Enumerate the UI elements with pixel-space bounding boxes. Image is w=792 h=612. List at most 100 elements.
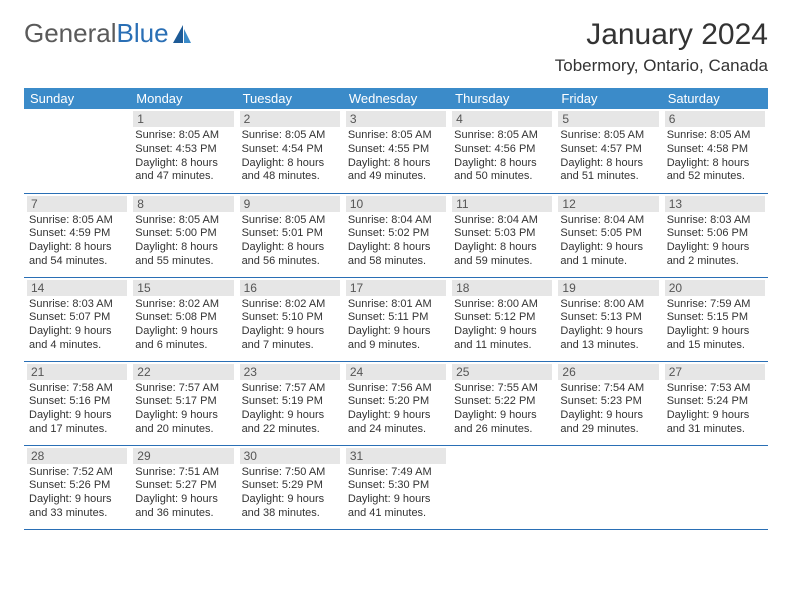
day-number: 6 <box>665 111 765 127</box>
calendar-day <box>449 445 555 529</box>
sunrise: Sunrise: 7:50 AM <box>242 466 338 480</box>
day-number: 14 <box>27 280 127 296</box>
sunset: Sunset: 4:57 PM <box>560 143 656 157</box>
calendar-day: 19Sunrise: 8:00 AMSunset: 5:13 PMDayligh… <box>555 277 661 361</box>
day-number: 3 <box>346 111 446 127</box>
sunrise: Sunrise: 8:04 AM <box>454 214 550 228</box>
daylight: Daylight: 9 hours and 2 minutes. <box>667 241 763 269</box>
daylight: Daylight: 9 hours and 29 minutes. <box>560 409 656 437</box>
calendar-day: 24Sunrise: 7:56 AMSunset: 5:20 PMDayligh… <box>343 361 449 445</box>
day-details: Sunrise: 8:05 AMSunset: 5:00 PMDaylight:… <box>133 214 233 269</box>
day-details: Sunrise: 7:51 AMSunset: 5:27 PMDaylight:… <box>133 466 233 521</box>
day-details: Sunrise: 8:05 AMSunset: 4:54 PMDaylight:… <box>240 129 340 184</box>
sunrise: Sunrise: 8:05 AM <box>454 129 550 143</box>
calendar-day: 29 Sunrise: 7:51 AMSunset: 5:27 PMDayligh… <box>130 445 236 529</box>
day-details: Sunrise: 7:57 AMSunset: 5:17 PMDaylight:… <box>133 382 233 437</box>
sunrise: Sunrise: 7:52 AM <box>29 466 125 480</box>
daylight: Daylight: 9 hours and 9 minutes. <box>348 325 444 353</box>
daylight: Daylight: 8 hours and 55 minutes. <box>135 241 231 269</box>
calendar-day: 18 Sunrise: 8:00 AMSunset: 5:12 PMDayligh… <box>449 277 555 361</box>
sunrise: Sunrise: 7:56 AM <box>348 382 444 396</box>
day-number: 29 <box>133 448 233 464</box>
dayname-sat: Saturday <box>662 88 768 109</box>
daylight: Daylight: 8 hours and 58 minutes. <box>348 241 444 269</box>
day-details: Sunrise: 8:05 AMSunset: 4:56 PMDaylight:… <box>452 129 552 184</box>
sunset: Sunset: 5:22 PM <box>454 395 550 409</box>
dayname-wed: Wednesday <box>343 88 449 109</box>
calendar-day <box>555 445 661 529</box>
day-details: Sunrise: 8:05 AMSunset: 5:01 PMDaylight:… <box>240 214 340 269</box>
calendar-day: 20Sunrise: 7:59 AMSunset: 5:15 PMDayligh… <box>662 277 768 361</box>
daylight: Daylight: 9 hours and 4 minutes. <box>29 325 125 353</box>
sunset: Sunset: 5:26 PM <box>29 479 125 493</box>
dayname-thu: Thursday <box>449 88 555 109</box>
day-number: 18 <box>452 280 552 296</box>
calendar-day: 1Sunrise: 8:05 AMSunset: 4:53 PMDaylight… <box>130 109 236 193</box>
day-details: Sunrise: 8:04 AMSunset: 5:02 PMDaylight:… <box>346 214 446 269</box>
logo: GeneralBlue <box>24 18 193 49</box>
day-details: Sunrise: 7:49 AMSunset: 5:30 PMDaylight:… <box>346 466 446 521</box>
daylight: Daylight: 9 hours and 7 minutes. <box>242 325 338 353</box>
calendar-week: 1Sunrise: 8:05 AMSunset: 4:53 PMDaylight… <box>24 109 768 193</box>
sunset: Sunset: 5:08 PM <box>135 311 231 325</box>
calendar-day: 3 Sunrise: 8:05 AMSunset: 4:55 PMDaylight… <box>343 109 449 193</box>
sunrise: Sunrise: 7:49 AM <box>348 466 444 480</box>
daylight: Daylight: 8 hours and 52 minutes. <box>667 157 763 185</box>
daylight: Daylight: 9 hours and 20 minutes. <box>135 409 231 437</box>
dayname-sun: Sunday <box>24 88 130 109</box>
day-details: Sunrise: 8:05 AMSunset: 4:55 PMDaylight:… <box>346 129 446 184</box>
sunrise: Sunrise: 7:57 AM <box>242 382 338 396</box>
daylight: Daylight: 9 hours and 36 minutes. <box>135 493 231 521</box>
sunrise: Sunrise: 7:57 AM <box>135 382 231 396</box>
sunset: Sunset: 4:59 PM <box>29 227 125 241</box>
calendar-week: 28Sunrise: 7:52 AMSunset: 5:26 PMDayligh… <box>24 445 768 529</box>
day-number: 30 <box>240 448 340 464</box>
day-details: Sunrise: 8:05 AMSunset: 4:58 PMDaylight:… <box>665 129 765 184</box>
sunset: Sunset: 5:30 PM <box>348 479 444 493</box>
calendar-day: 2Sunrise: 8:05 AMSunset: 4:54 PMDaylight… <box>237 109 343 193</box>
sunrise: Sunrise: 8:05 AM <box>135 129 231 143</box>
day-details: Sunrise: 8:04 AMSunset: 5:05 PMDaylight:… <box>558 214 658 269</box>
day-details: Sunrise: 7:53 AMSunset: 5:24 PMDaylight:… <box>665 382 765 437</box>
day-number: 21 <box>27 364 127 380</box>
calendar-day <box>24 109 130 193</box>
sunset: Sunset: 5:15 PM <box>667 311 763 325</box>
daylight: Daylight: 9 hours and 11 minutes. <box>454 325 550 353</box>
logo-text-2: Blue <box>117 18 169 49</box>
day-number: 17 <box>346 280 446 296</box>
sunset: Sunset: 4:54 PM <box>242 143 338 157</box>
sunset: Sunset: 5:24 PM <box>667 395 763 409</box>
month-title: January 2024 <box>555 18 768 52</box>
daylight: Daylight: 9 hours and 33 minutes. <box>29 493 125 521</box>
day-details: Sunrise: 8:02 AMSunset: 5:08 PMDaylight:… <box>133 298 233 353</box>
calendar-day: 9Sunrise: 8:05 AMSunset: 5:01 PMDaylight… <box>237 193 343 277</box>
day-details: Sunrise: 8:02 AMSunset: 5:10 PMDaylight:… <box>240 298 340 353</box>
sunset: Sunset: 5:07 PM <box>29 311 125 325</box>
sunset: Sunset: 4:56 PM <box>454 143 550 157</box>
day-number: 16 <box>240 280 340 296</box>
sunset: Sunset: 5:02 PM <box>348 227 444 241</box>
calendar-day: 10Sunrise: 8:04 AMSunset: 5:02 PMDayligh… <box>343 193 449 277</box>
sunrise: Sunrise: 7:59 AM <box>667 298 763 312</box>
sunset: Sunset: 4:55 PM <box>348 143 444 157</box>
calendar-day: 22Sunrise: 7:57 AMSunset: 5:17 PMDayligh… <box>130 361 236 445</box>
day-details: Sunrise: 8:00 AMSunset: 5:12 PMDaylight:… <box>452 298 552 353</box>
day-details: Sunrise: 7:58 AMSunset: 5:16 PMDaylight:… <box>27 382 127 437</box>
calendar-week: 7Sunrise: 8:05 AMSunset: 4:59 PMDaylight… <box>24 193 768 277</box>
daylight: Daylight: 9 hours and 31 minutes. <box>667 409 763 437</box>
sunrise: Sunrise: 7:53 AM <box>667 382 763 396</box>
daylight: Daylight: 9 hours and 13 minutes. <box>560 325 656 353</box>
sunrise: Sunrise: 8:05 AM <box>560 129 656 143</box>
sunrise: Sunrise: 8:05 AM <box>348 129 444 143</box>
sunset: Sunset: 5:19 PM <box>242 395 338 409</box>
day-details: Sunrise: 7:54 AMSunset: 5:23 PMDaylight:… <box>558 382 658 437</box>
sunset: Sunset: 5:27 PM <box>135 479 231 493</box>
logo-sail-icon <box>171 23 193 45</box>
daylight: Daylight: 9 hours and 24 minutes. <box>348 409 444 437</box>
day-number: 7 <box>27 196 127 212</box>
day-number: 28 <box>27 448 127 464</box>
daylight: Daylight: 8 hours and 54 minutes. <box>29 241 125 269</box>
daylight: Daylight: 9 hours and 22 minutes. <box>242 409 338 437</box>
sunrise: Sunrise: 8:05 AM <box>135 214 231 228</box>
sunset: Sunset: 5:29 PM <box>242 479 338 493</box>
